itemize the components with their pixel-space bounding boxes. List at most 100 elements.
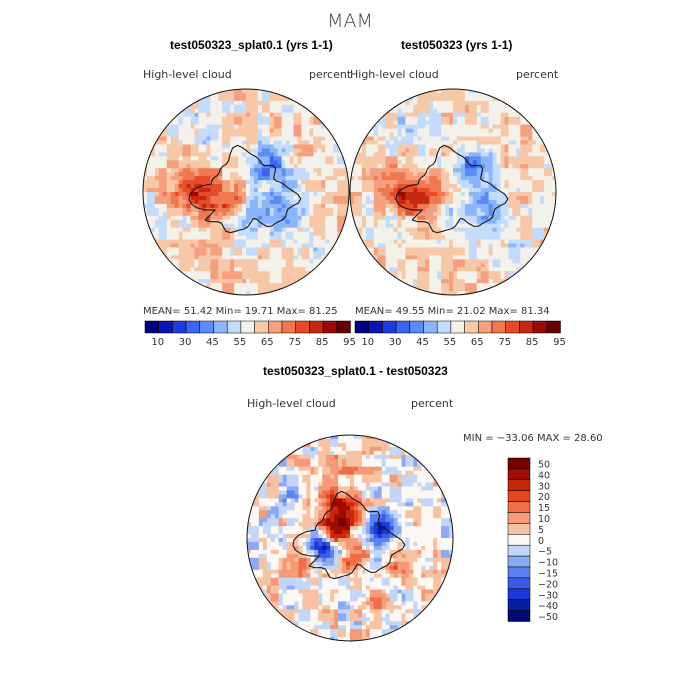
right-units-label: percent [516,68,559,81]
left-mean-min-max: MEAN= 51.42 Min= 19.71 Max= 81.25 [143,306,338,317]
difference-colorbar-tick: −30 [538,590,558,601]
difference-colorbar-swatch [507,479,531,491]
right-colorbar-swatch [546,320,561,334]
right-map-coastline [395,144,509,234]
difference-colorbar-tick: −15 [538,569,558,580]
difference-min-max: MIN = −33.06 MAX = 28.60 [463,433,603,444]
right-colorbar-tick: 75 [498,337,511,348]
left-colorbar-swatch [295,320,310,334]
difference-colorbar-swatch [507,566,531,579]
right-panel-title: test050323 (yrs 1-1) [401,38,513,52]
right-colorbar-swatch [354,320,369,334]
right-colorbar-tick: 55 [444,337,457,348]
difference-colorbar-swatch [507,523,531,535]
difference-colorbar-tick: −40 [538,601,558,612]
difference-colorbar-tick: −50 [538,612,558,623]
difference-panel-title: test050323_splat0.1 - test050323 [263,364,448,378]
left-colorbar: 10 30 45 55 65 75 85 95 [144,320,356,348]
figure-title: MAM [327,10,373,32]
right-colorbar: 10 30 45 55 65 75 85 95 [354,320,566,348]
left-colorbar-tick: 30 [179,337,192,348]
left-colorbar-swatch [213,320,228,334]
difference-colorbar-tick: 10 [538,514,550,525]
right-colorbar-swatch [478,320,493,334]
left-colorbar-tick: 75 [288,337,301,348]
left-colorbar-swatch [144,320,159,334]
difference-colorbar-swatch [507,512,531,524]
left-colorbar-swatch [254,320,269,334]
right-colorbar-swatch [532,320,548,334]
left-map-boundary [142,88,350,296]
right-colorbar-swatch [464,320,479,334]
left-colorbar-swatch [199,320,214,334]
difference-colorbar-tick: 40 [538,470,550,481]
difference-colorbar-tick: 15 [538,503,550,514]
right-colorbar-tick: 95 [553,337,566,348]
difference-colorbar-swatch [507,577,531,590]
difference-colorbar-swatch [507,588,531,600]
difference-colorbar-swatch [507,555,531,568]
left-colorbar-tick: 95 [343,337,356,348]
left-variable-label: High-level cloud [143,68,232,81]
right-colorbar-swatch [436,320,452,334]
difference-colorbar-tick: 0 [538,536,544,547]
right-colorbar-tick: 85 [526,337,539,348]
right-variable-label: High-level cloud [350,68,439,81]
right-map-field [350,89,556,295]
left-colorbar-tick: 65 [261,337,274,348]
right-colorbar-swatch [491,320,506,334]
left-colorbar-swatch [309,320,324,334]
right-colorbar-swatch [382,320,397,334]
right-colorbar-tick: 10 [361,337,374,348]
right-mean-min-max: MEAN= 49.55 Min= 21.02 Max= 81.34 [355,306,550,317]
right-colorbar-tick: 45 [416,337,429,348]
left-colorbar-swatch [172,320,187,334]
left-colorbar-tick: 10 [151,337,164,348]
right-colorbar-swatch [423,320,438,334]
difference-map-boundary [246,434,454,642]
right-colorbar-swatch [450,320,465,334]
left-colorbar-swatch [158,320,173,334]
right-colorbar-swatch [409,320,424,334]
difference-colorbar-swatch [507,599,531,611]
difference-colorbar-tick: 50 [538,459,550,470]
difference-colorbar-tick: −20 [538,579,558,590]
difference-colorbar-tick: 30 [538,481,550,492]
left-units-label: percent [309,68,352,81]
right-colorbar-tick: 65 [471,337,484,348]
difference-colorbar-tick: 5 [538,525,544,536]
left-colorbar-swatch [185,320,201,334]
difference-colorbar-swatch [507,490,531,502]
left-map-coastline [188,144,302,234]
difference-units-label: percent [411,397,454,410]
right-colorbar-tick: 30 [389,337,402,348]
left-colorbar-swatch [322,320,338,334]
left-colorbar-tick: 85 [316,337,329,348]
left-colorbar-swatch [240,320,255,334]
left-panel-title: test050323_splat0.1 (yrs 1-1) [170,38,333,52]
left-colorbar-swatch [336,320,351,334]
left-colorbar-tick: 55 [234,337,247,348]
difference-colorbar-swatch [507,610,531,622]
left-colorbar-swatch [226,320,242,334]
difference-colorbar-tick: −10 [538,558,558,569]
difference-colorbar-swatch [507,501,531,513]
difference-map-coastline [292,490,406,580]
right-colorbar-swatch [395,320,411,334]
right-colorbar-swatch [505,320,520,334]
difference-variable-label: High-level cloud [247,397,336,410]
left-colorbar-tick: 45 [206,337,219,348]
right-colorbar-swatch [368,320,383,334]
difference-colorbar-swatch [507,544,531,557]
difference-colorbar-swatch [507,468,531,481]
right-map-boundary [349,88,557,296]
left-colorbar-swatch [281,320,296,334]
left-colorbar-swatch [268,320,283,334]
difference-colorbar-tick: −5 [538,547,552,558]
difference-colorbar-swatch [507,457,531,470]
difference-colorbar-swatch [507,534,531,546]
right-colorbar-swatch [519,320,534,334]
difference-colorbar-tick: 20 [538,492,550,503]
